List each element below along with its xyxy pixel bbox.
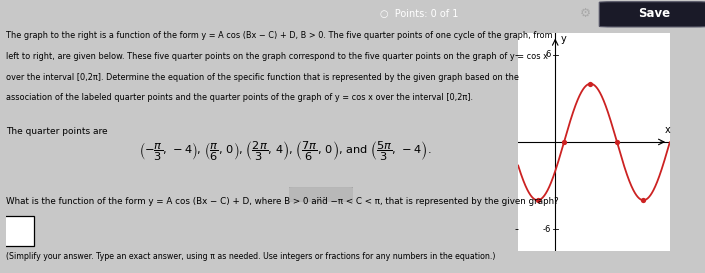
Text: ⚙: ⚙ <box>580 7 591 20</box>
Text: x: x <box>664 125 670 135</box>
Text: y: y <box>560 34 566 44</box>
Text: Save: Save <box>638 7 670 20</box>
Text: over the interval [0,2π]. Determine the equation of the specific function that i: over the interval [0,2π]. Determine the … <box>6 73 518 82</box>
Text: 6: 6 <box>546 50 551 59</box>
Text: The quarter points are: The quarter points are <box>6 127 107 136</box>
Text: $\left(-\dfrac{\pi}{3},\,-4\right)$, $\left(\dfrac{\pi}{6},\,0\right)$, $\left(\: $\left(-\dfrac{\pi}{3},\,-4\right)$, $\l… <box>138 139 431 163</box>
Text: ○  Points: 0 of 1: ○ Points: 0 of 1 <box>380 9 459 19</box>
Text: association of the labeled quarter points and the quarter points of the graph of: association of the labeled quarter point… <box>6 93 472 102</box>
Text: ...: ... <box>315 189 326 200</box>
Text: left to right, are given below. These five quarter points on the graph correspon: left to right, are given below. These fi… <box>6 52 548 61</box>
Text: (Simplify your answer. Type an exact answer, using π as needed. Use integers or : (Simplify your answer. Type an exact ans… <box>6 252 495 261</box>
Text: -6: -6 <box>543 225 551 234</box>
Text: What is the function of the form y = A cos (Bx − C) + D, where B > 0 and −π < C : What is the function of the form y = A c… <box>6 197 558 206</box>
FancyBboxPatch shape <box>287 186 355 203</box>
Text: The graph to the right is a function of the form y = A cos (Bx − C) + D, B > 0. : The graph to the right is a function of … <box>6 31 552 40</box>
FancyBboxPatch shape <box>599 2 705 27</box>
FancyBboxPatch shape <box>1 216 34 246</box>
